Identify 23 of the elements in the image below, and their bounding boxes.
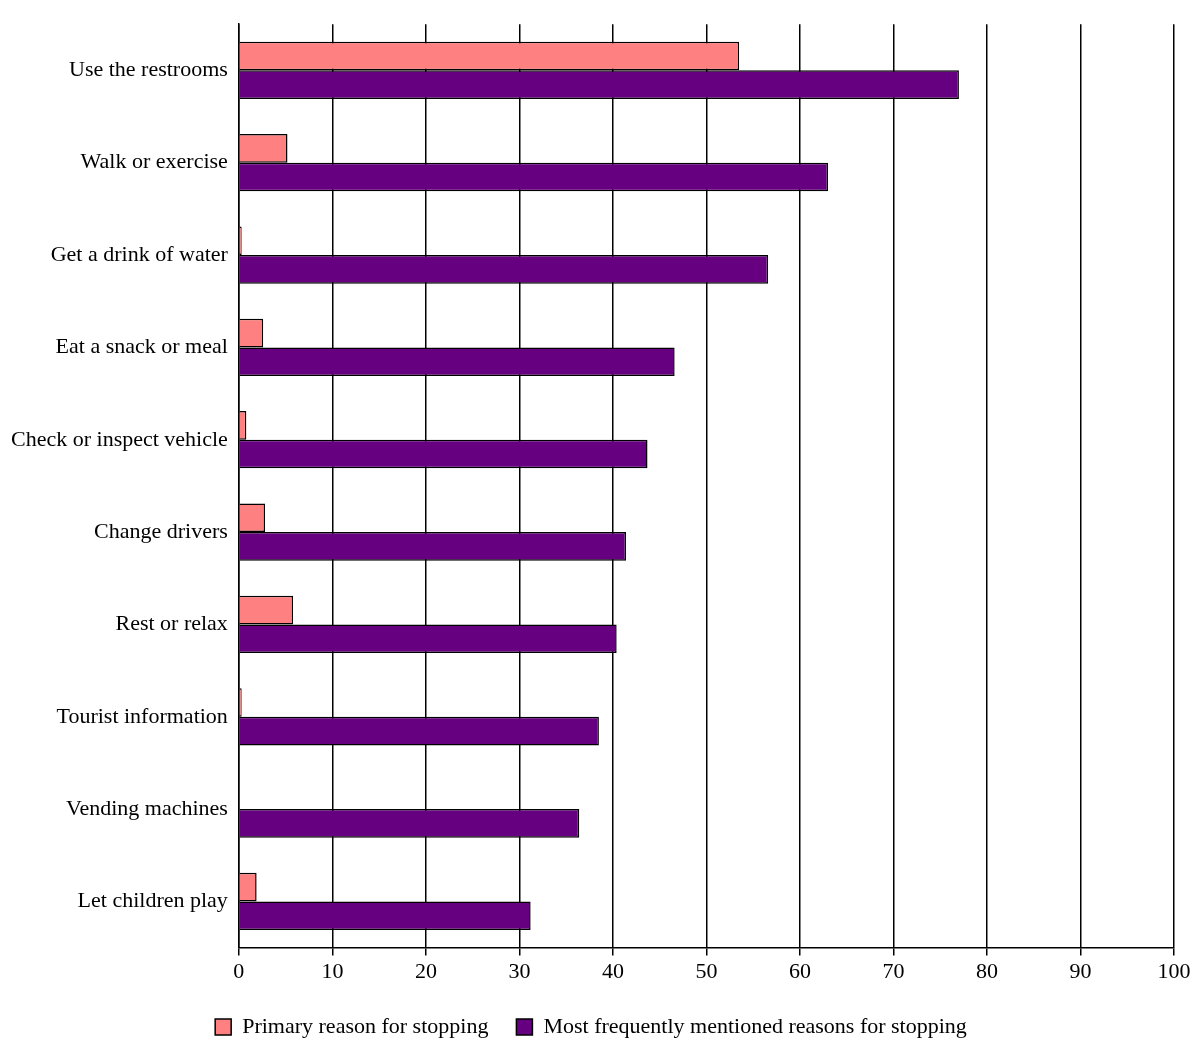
legend-label: Primary reason for stopping: [242, 1012, 489, 1038]
y-tick-label: Get a drink of water: [50, 240, 229, 266]
y-tick-label: Tourist information: [56, 702, 228, 728]
y-tick-label: Vending machines: [65, 794, 228, 820]
y-tick-label: Change drivers: [94, 517, 228, 543]
x-tick-label: 80: [975, 957, 998, 983]
x-tick-label: 30: [508, 957, 531, 983]
x-tick-label: 0: [233, 957, 245, 983]
x-tick-label: 100: [1157, 957, 1191, 983]
y-tick-label: Let children play: [77, 887, 228, 913]
y-tick-label: Eat a snack or meal: [55, 333, 228, 359]
y-tick-label: Use the restrooms: [69, 56, 228, 82]
x-tick-label: 20: [414, 957, 437, 983]
x-tick-label: 40: [601, 957, 624, 983]
x-tick-label: 90: [1069, 957, 1092, 983]
y-tick-label: Check or inspect vehicle: [10, 425, 228, 451]
x-tick-label: 50: [695, 957, 718, 983]
y-tick-label: Rest or relax: [115, 610, 228, 636]
legend-label: Most frequently mentioned reasons for stopping: [543, 1012, 967, 1038]
x-tick-label: 70: [882, 957, 905, 983]
y-tick-label: Walk or exercise: [80, 148, 228, 174]
x-tick-label: 10: [321, 957, 344, 983]
x-tick-label: 60: [788, 957, 811, 983]
